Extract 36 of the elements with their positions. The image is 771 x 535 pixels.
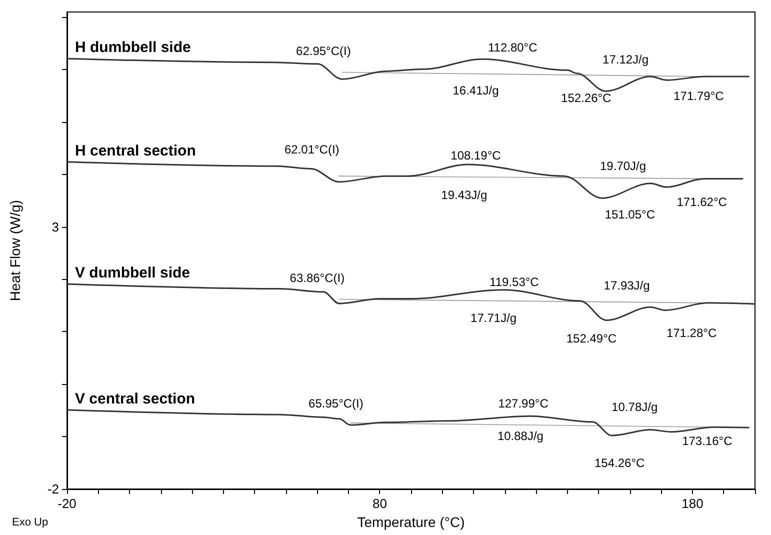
annotation: 17.12J/g	[602, 52, 649, 67]
annotation: 16.41J/g	[452, 84, 499, 98]
series-label: H dumbbell side	[75, 39, 191, 56]
x-tick-label: 80	[372, 496, 387, 511]
annotation: 173.16°C	[682, 434, 733, 448]
annotation: 65.95°C(I)	[308, 396, 364, 411]
annotation: 19.70J/g	[600, 159, 646, 174]
annotation: 152.26°C	[561, 90, 612, 105]
annotation: 171.62°C	[676, 194, 728, 209]
y-tick-label: 3	[52, 219, 59, 234]
annotation: 10.78J/g	[612, 400, 658, 414]
series-label: V dumbbell side	[75, 264, 190, 282]
annotation: 154.26°C	[594, 456, 646, 470]
series-label: H central section	[75, 142, 196, 160]
x-axis-title: Temperature (°C)	[357, 514, 465, 530]
y-axis-title: Heat Flow (W/g)	[7, 200, 23, 302]
annotation: 17.93J/g	[604, 278, 650, 293]
annotation: 152.49°C	[566, 332, 617, 346]
x-tick-label: 180	[682, 496, 704, 511]
annotation: 108.19°C	[450, 148, 502, 163]
y-tick-label: -2	[47, 482, 59, 496]
annotation: 112.80°C	[488, 40, 538, 55]
annotation: 171.28°C	[666, 326, 717, 340]
annotation: 171.79°C	[674, 88, 724, 103]
annotation: 19.43J/g	[441, 188, 488, 202]
x-tick-label: -20	[58, 496, 76, 511]
annotation: 62.95°C(I)	[296, 44, 351, 58]
annotation: 17.71J/g	[470, 311, 517, 326]
annotation: 151.05°C	[604, 207, 656, 222]
annotation: 62.01°C(I)	[284, 142, 340, 156]
text: Exo Up	[12, 516, 48, 528]
series-label: V central section	[75, 390, 196, 408]
annotation: 10.88J/g	[497, 429, 544, 444]
annotation: 127.99°C	[498, 396, 549, 411]
annotation: 119.53°C	[490, 274, 540, 289]
annotation: 63.86°C(I)	[290, 270, 345, 285]
